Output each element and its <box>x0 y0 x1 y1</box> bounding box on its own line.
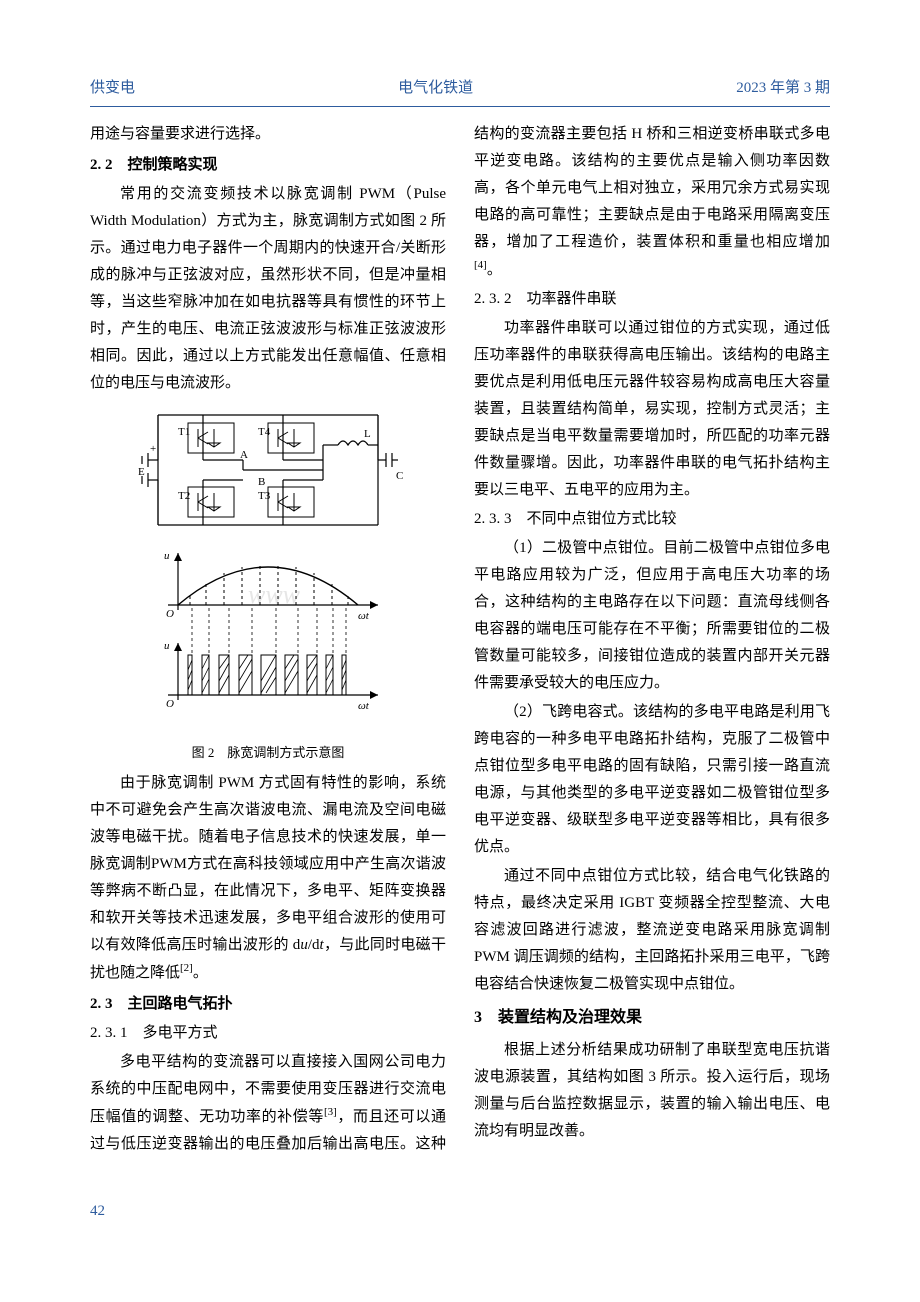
header-left: 供变电 <box>90 75 135 102</box>
para-2-3-3-3: 通过不同中点钳位方式比较，结合电气化铁路的特点，最终决定采用 IGBT 变频器全… <box>474 863 830 998</box>
label-B: B <box>258 476 265 488</box>
label-wt2: ωt <box>358 700 370 712</box>
label-L: L <box>364 428 371 440</box>
heading-2-3-1: 2. 3. 1 多电平方式 <box>90 1020 446 1047</box>
text-run: ，而且 <box>337 1109 384 1125</box>
heading-2-3: 2. 3 主回路电气拓扑 <box>90 991 446 1018</box>
para-2-3-3-1: （1）二极管中点钳位。目前二极管中点钳位多电平电路应用较为广泛，但应用于高电压大… <box>474 535 830 697</box>
para-3: 根据上述分析结果成功研制了串联型宽电压抗谐波电源装置，其结构如图 3 所示。投入… <box>474 1037 830 1145</box>
text-run: 。 <box>487 262 502 278</box>
svg-text:+: + <box>150 443 156 455</box>
label-E: E <box>138 466 145 478</box>
page-number: 42 <box>90 1198 830 1225</box>
heading-3: 3 装置结构及治理效果 <box>474 1004 830 1033</box>
para-2-2-2: 由于脉宽调制 PWM 方式固有特性的影响，系统中不可避免会产生高次谐波电流、漏电… <box>90 770 446 987</box>
label-O2: O <box>166 698 174 710</box>
label-T3: T3 <box>258 490 271 502</box>
citation-4: [4] <box>474 259 487 271</box>
label-wt1: ωt <box>358 610 370 622</box>
label-A: A <box>240 449 248 461</box>
label-T1: T1 <box>178 426 190 438</box>
figure-2-caption: 图 2 脉宽调制方式示意图 <box>90 741 446 764</box>
citation-2: [2] <box>180 962 193 974</box>
label-C: C <box>396 470 403 482</box>
heading-2-3-2: 2. 3. 2 功率器件串联 <box>474 286 830 313</box>
label-O1: O <box>166 608 174 620</box>
italic-u: u <box>300 937 308 953</box>
text-run: /d <box>308 937 320 953</box>
header-right: 2023 年第 3 期 <box>736 75 830 102</box>
label-T4: T4 <box>258 426 271 438</box>
text-run: 。 <box>193 965 208 981</box>
label-u2: u <box>164 640 170 652</box>
continuation-line: 用途与容量要求进行选择。 <box>90 121 446 148</box>
page-header: 供变电 电气化铁道 2023 年第 3 期 <box>90 75 830 107</box>
citation-3: [3] <box>324 1106 337 1118</box>
heading-2-3-3: 2. 3. 3 不同中点钳位方式比较 <box>474 506 830 533</box>
figure-2: www <box>90 405 446 764</box>
heading-2-2: 2. 2 控制策略实现 <box>90 152 446 179</box>
para-2-2-1: 常用的交流变频技术以脉宽调制 PWM（Pulse Width Modulatio… <box>90 181 446 397</box>
two-column-body: 用途与容量要求进行选择。 2. 2 控制策略实现 常用的交流变频技术以脉宽调制 … <box>90 121 830 1158</box>
label-T2: T2 <box>178 490 190 502</box>
para-2-3-3-2: （2）飞跨电容式。该结构的多电平电路是利用飞跨电容的一种多电平电路拓扑结构，克服… <box>474 699 830 861</box>
text-run: 由于脉宽调制 PWM 方式固有特性的影响，系统中不可避免会产生高次谐波电流、漏电… <box>90 775 446 953</box>
figure-2-svg: www <box>128 405 408 725</box>
header-center: 电气化铁道 <box>398 75 473 102</box>
para-2-3-2: 功率器件串联可以通过钳位的方式实现，通过低压功率器件的串联获得高电压输出。该结构… <box>474 315 830 504</box>
label-u1: u <box>164 550 170 562</box>
